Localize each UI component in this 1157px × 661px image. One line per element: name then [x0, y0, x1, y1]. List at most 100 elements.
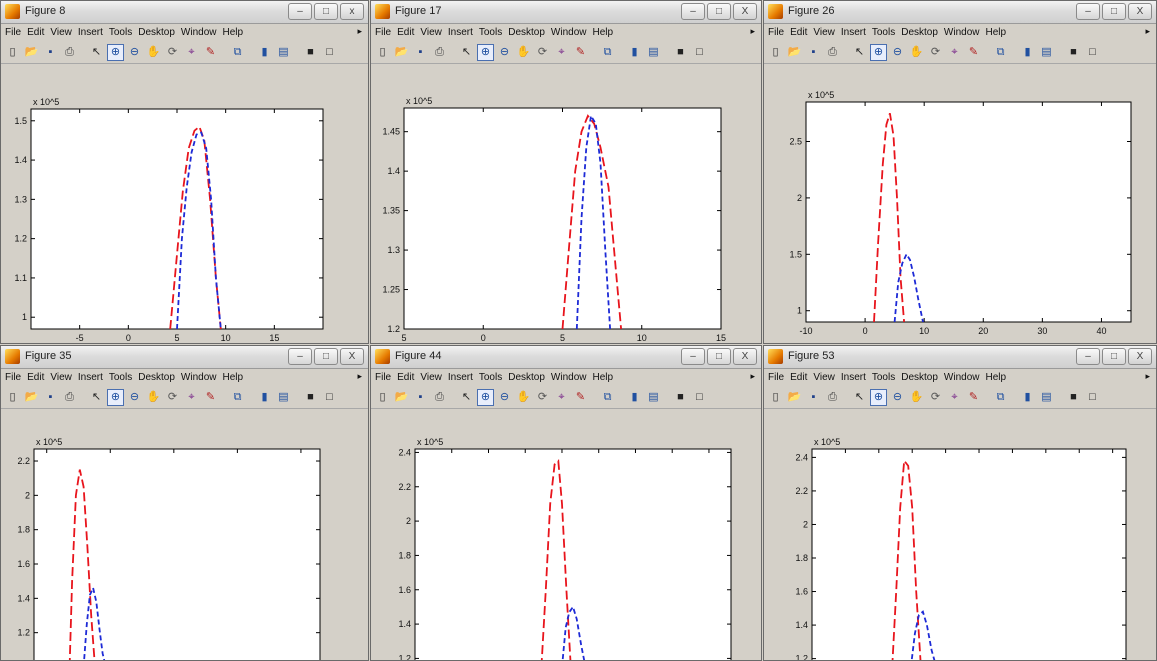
brush-button[interactable]: ✎ [965, 44, 982, 61]
open-file-button[interactable]: 📂 [786, 389, 803, 406]
open-file-button[interactable]: 📂 [23, 44, 40, 61]
data-cursor-button[interactable]: ⌖ [183, 389, 200, 406]
menu-item-window[interactable]: Window [180, 372, 217, 383]
figure-window[interactable]: Figure 8 – □ x File Edit View Insert Tools Deskto… [0, 0, 369, 344]
maximize-button[interactable]: □ [314, 3, 338, 20]
window-title-bar[interactable]: Figure 44 – □ X [371, 346, 761, 369]
rotate-3d-button[interactable]: ⟳ [534, 389, 551, 406]
link-plot-button[interactable]: ⧉ [599, 44, 616, 61]
legend-button[interactable]: ▤ [1038, 44, 1055, 61]
edit-plot-button[interactable]: ↖ [851, 389, 868, 406]
window-title-bar[interactable]: Figure 8 – □ x [1, 1, 368, 24]
minimize-button[interactable]: – [1076, 348, 1100, 365]
menu-item-help[interactable]: Help [985, 372, 1007, 383]
menu-item-insert[interactable]: Insert [77, 27, 103, 38]
menu-item-help[interactable]: Help [985, 27, 1007, 38]
zoom-in-button[interactable]: ⊕ [870, 43, 887, 61]
hide-plot-tools-button[interactable]: ■ [302, 44, 319, 61]
menu-item-file[interactable]: File [768, 27, 785, 38]
menu-item-edit[interactable]: Edit [790, 372, 808, 383]
dock-arrow-icon[interactable]: ▸ [357, 26, 362, 36]
window-title-bar[interactable]: Figure 35 – □ X [1, 346, 368, 369]
minimize-button[interactable]: – [288, 3, 312, 20]
print-button[interactable]: ⎙ [431, 44, 448, 61]
figure-window[interactable]: Figure 17 – □ X File Edit View Insert Tools Deskt… [370, 0, 762, 344]
new-figure-button[interactable]: ▯ [4, 389, 21, 406]
hide-plot-tools-button[interactable]: ■ [1065, 44, 1082, 61]
menu-item-insert[interactable]: Insert [77, 372, 103, 383]
edit-plot-button[interactable]: ↖ [458, 44, 475, 61]
brush-button[interactable]: ✎ [572, 389, 589, 406]
pan-button[interactable]: ✋ [145, 44, 162, 61]
pan-button[interactable]: ✋ [145, 389, 162, 406]
rotate-3d-button[interactable]: ⟳ [927, 44, 944, 61]
menu-item-window[interactable]: Window [943, 372, 980, 383]
new-figure-button[interactable]: ▯ [767, 44, 784, 61]
menu-item-help[interactable]: Help [222, 372, 244, 383]
menu-item-edit[interactable]: Edit [397, 27, 415, 38]
dock-arrow-icon[interactable]: ▸ [750, 371, 755, 381]
legend-button[interactable]: ▤ [645, 389, 662, 406]
menu-item-insert[interactable]: Insert [840, 27, 866, 38]
open-file-button[interactable]: 📂 [23, 389, 40, 406]
menu-item-view[interactable]: View [813, 27, 835, 38]
menu-item-view[interactable]: View [50, 372, 72, 383]
show-plot-tools-button[interactable]: □ [1084, 389, 1101, 406]
show-plot-tools-button[interactable]: □ [321, 44, 338, 61]
maximize-button[interactable]: □ [707, 3, 731, 20]
menu-item-edit[interactable]: Edit [27, 27, 45, 38]
open-file-button[interactable]: 📂 [393, 389, 410, 406]
minimize-button[interactable]: – [288, 348, 312, 365]
dock-arrow-icon[interactable]: ▸ [1145, 26, 1150, 36]
legend-button[interactable]: ▤ [275, 44, 292, 61]
menu-item-help[interactable]: Help [592, 372, 614, 383]
figure-window[interactable]: Figure 26 – □ X File Edit View Insert Tools Deskt… [763, 0, 1157, 344]
brush-button[interactable]: ✎ [202, 389, 219, 406]
link-plot-button[interactable]: ⧉ [992, 44, 1009, 61]
edit-plot-button[interactable]: ↖ [851, 44, 868, 61]
menu-item-edit[interactable]: Edit [27, 372, 45, 383]
menu-item-window[interactable]: Window [943, 27, 980, 38]
menu-item-desktop[interactable]: Desktop [901, 372, 938, 383]
menu-item-desktop[interactable]: Desktop [901, 27, 938, 38]
menu-item-file[interactable]: File [375, 372, 392, 383]
menu-item-window[interactable]: Window [550, 372, 587, 383]
close-button[interactable]: X [340, 348, 364, 365]
dock-arrow-icon[interactable]: ▸ [1145, 371, 1150, 381]
maximize-button[interactable]: □ [707, 348, 731, 365]
maximize-button[interactable]: □ [314, 348, 338, 365]
brush-button[interactable]: ✎ [202, 44, 219, 61]
menu-item-edit[interactable]: Edit [790, 27, 808, 38]
pan-button[interactable]: ✋ [908, 44, 925, 61]
close-button[interactable]: X [733, 348, 757, 365]
figure-window[interactable]: Figure 53 – □ X File Edit View Insert Tools Deskt… [763, 345, 1157, 661]
show-plot-tools-button[interactable]: □ [1084, 44, 1101, 61]
print-button[interactable]: ⎙ [824, 389, 841, 406]
menu-item-file[interactable]: File [375, 27, 392, 38]
brush-button[interactable]: ✎ [572, 44, 589, 61]
edit-plot-button[interactable]: ↖ [88, 44, 105, 61]
data-cursor-button[interactable]: ⌖ [946, 389, 963, 406]
link-plot-button[interactable]: ⧉ [229, 389, 246, 406]
zoom-out-button[interactable]: ⊖ [126, 389, 143, 406]
rotate-3d-button[interactable]: ⟳ [164, 44, 181, 61]
menu-item-tools[interactable]: Tools [871, 372, 896, 383]
pan-button[interactable]: ✋ [908, 389, 925, 406]
window-title-bar[interactable]: Figure 26 – □ X [764, 1, 1156, 24]
minimize-button[interactable]: – [1076, 3, 1100, 20]
menu-item-edit[interactable]: Edit [397, 372, 415, 383]
link-plot-button[interactable]: ⧉ [599, 389, 616, 406]
dock-arrow-icon[interactable]: ▸ [357, 371, 362, 381]
zoom-in-button[interactable]: ⊕ [477, 388, 494, 406]
data-cursor-button[interactable]: ⌖ [183, 44, 200, 61]
zoom-in-button[interactable]: ⊕ [477, 43, 494, 61]
zoom-out-button[interactable]: ⊖ [889, 44, 906, 61]
close-button[interactable]: x [340, 3, 364, 20]
show-plot-tools-button[interactable]: □ [321, 389, 338, 406]
colorbar-button[interactable]: ▮ [1019, 389, 1036, 406]
zoom-in-button[interactable]: ⊕ [107, 43, 124, 61]
save-button[interactable]: ▪ [805, 389, 822, 406]
colorbar-button[interactable]: ▮ [626, 44, 643, 61]
hide-plot-tools-button[interactable]: ■ [1065, 389, 1082, 406]
menu-item-view[interactable]: View [50, 27, 72, 38]
